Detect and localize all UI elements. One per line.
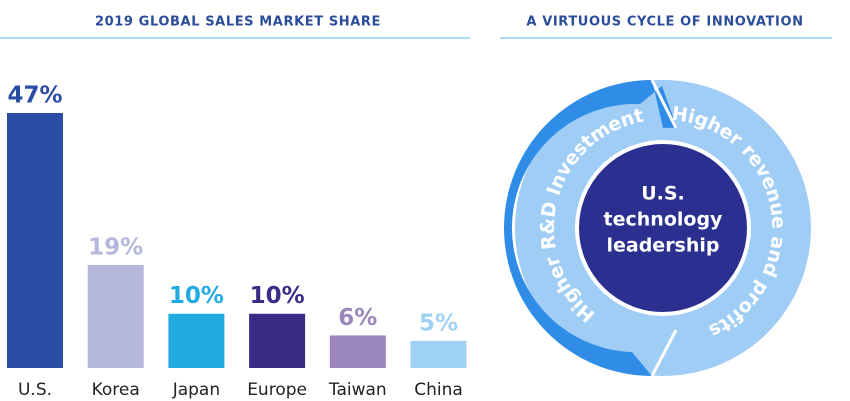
center-text: leadership (606, 235, 719, 257)
value-label: 5% (419, 310, 458, 336)
cycle-diagram: Higher R&D Investment Higher revenue and… (504, 79, 811, 377)
chart-title: 2019 GLOBAL SALES MARKET SHARE (95, 15, 381, 30)
ring-divider (650, 79, 678, 129)
center-text: U.S. (641, 183, 685, 205)
value-label: 6% (338, 305, 377, 331)
bar (87, 264, 144, 368)
bar (249, 313, 306, 368)
center-circle (575, 140, 751, 316)
diagram-title: A VIRTUOUS CYCLE OF INNOVATION (526, 15, 803, 30)
x-tick-label: China (414, 380, 463, 400)
value-label: 19% (88, 234, 143, 260)
center-text: technology (604, 209, 724, 231)
bar (329, 335, 386, 368)
ring-divider (650, 329, 678, 377)
bar (410, 340, 467, 368)
x-tick-label: Japan (172, 380, 220, 400)
ring-left (504, 80, 677, 376)
x-tick-label: Taiwan (328, 380, 387, 400)
x-tick-label: U.S. (18, 380, 52, 400)
x-tick-label: Europe (247, 380, 307, 400)
bar (168, 313, 225, 368)
value-label: 47% (7, 83, 62, 109)
x-tick-label: Korea (92, 380, 140, 400)
bar (7, 113, 63, 368)
value-label: 10% (169, 283, 224, 309)
value-label: 10% (250, 283, 305, 309)
